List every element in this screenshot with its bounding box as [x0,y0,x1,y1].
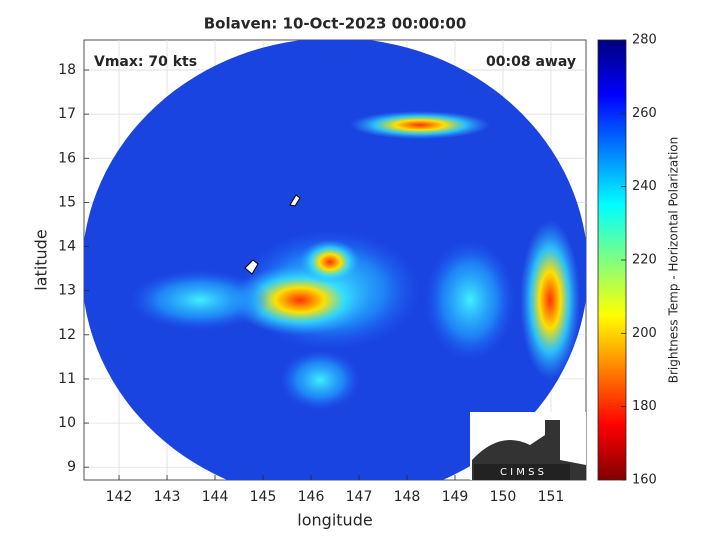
x-axis-label: longitude [297,511,372,530]
y-tick-label: 14 [58,239,76,255]
colorbar-tick-label: 160 [632,473,657,488]
y-tick-label: 18 [58,62,76,78]
y-tick-label: 9 [67,459,76,475]
y-tick-label: 10 [58,415,76,431]
y-axis-label: latitude [32,229,51,290]
x-tick-label: 142 [106,489,133,505]
x-tick-label: 147 [346,489,373,505]
x-tick-label: 145 [250,489,277,505]
y-tick-label: 17 [58,106,76,122]
colorbar-tick-label: 180 [632,399,657,414]
x-tick-label: 143 [154,489,181,505]
x-tick-label: 150 [490,489,517,505]
colorbar-tick-label: 220 [632,253,657,268]
y-tick-label: 15 [58,194,76,210]
logo-text: C I M S S [500,467,544,478]
colorbar-tick-label: 280 [632,33,657,48]
x-tick-label: 148 [394,489,421,505]
satellite-image: C I M S S [84,40,586,480]
chart-title: Bolaven: 10-Oct-2023 00:00:00 [204,15,467,33]
x-tick-label: 151 [538,489,565,505]
x-tick-label: 149 [442,489,469,505]
x-tick-label: 146 [298,489,325,505]
colorbar-tick-label: 260 [632,106,657,121]
y-tick-label: 12 [58,327,76,343]
colorbar-tick-label: 240 [632,179,657,194]
colorbar-tick-label: 200 [632,326,657,341]
annotation: Vmax: 70 kts [94,54,197,70]
colorbar-label: Brightness Temp - Horizontal Polarizatio… [667,137,681,384]
y-tick-label: 16 [58,150,76,166]
x-tick-label: 144 [202,489,229,505]
y-tick-label: 13 [58,283,76,299]
y-tick-label: 11 [58,371,76,387]
annotation: 00:08 away [486,54,576,70]
